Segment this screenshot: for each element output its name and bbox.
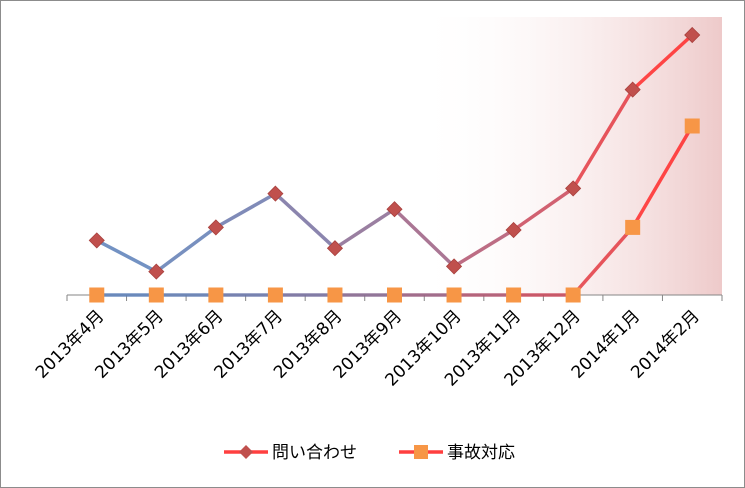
legend-label: 事故対応	[447, 443, 515, 463]
series-line-segment	[392, 207, 456, 269]
legend-marker-diamond	[239, 445, 253, 459]
data-point-square	[625, 219, 641, 235]
data-point-square	[684, 118, 700, 134]
data-point-diamond	[684, 26, 701, 44]
highlight-band	[414, 17, 722, 295]
series-line-segment	[630, 33, 694, 92]
series-line-segment	[214, 191, 278, 230]
series-line-segment	[154, 225, 218, 274]
data-point-square	[267, 287, 283, 303]
data-point-diamond	[148, 263, 165, 280]
legend-marker-square	[414, 445, 428, 459]
data-point-square	[148, 287, 164, 303]
legend-item-1: 問い合わせ	[224, 443, 357, 463]
data-point-square	[565, 287, 581, 303]
data-point-square	[89, 287, 105, 303]
series-line-segment	[452, 228, 516, 269]
data-point-diamond	[267, 185, 284, 202]
data-point-diamond	[207, 219, 224, 236]
series-line-segment	[273, 191, 337, 250]
data-point-square	[208, 287, 224, 303]
series-line-segment	[571, 87, 635, 191]
data-point-diamond	[445, 258, 463, 275]
series-line-segment	[95, 238, 159, 274]
legend-label: 問い合わせ	[272, 443, 357, 463]
series-line-segment	[571, 225, 635, 297]
data-point-square	[446, 287, 462, 303]
legend-item-2: 事故対応	[399, 443, 515, 463]
series-1	[88, 26, 701, 280]
data-point-diamond	[326, 240, 344, 257]
series-line-segment	[630, 124, 694, 230]
data-point-square	[327, 287, 343, 303]
series-line-segment	[333, 207, 397, 250]
data-point-diamond	[624, 81, 641, 98]
data-point-diamond	[565, 180, 582, 197]
data-point-diamond	[88, 232, 105, 249]
data-point-diamond	[386, 201, 403, 218]
data-point-diamond	[505, 221, 522, 239]
series-2	[89, 118, 700, 303]
data-point-square	[387, 287, 402, 303]
data-point-square	[506, 287, 522, 303]
series-line-segment	[511, 186, 575, 232]
chart-legend: 問い合わせ 事故対応	[224, 443, 515, 463]
